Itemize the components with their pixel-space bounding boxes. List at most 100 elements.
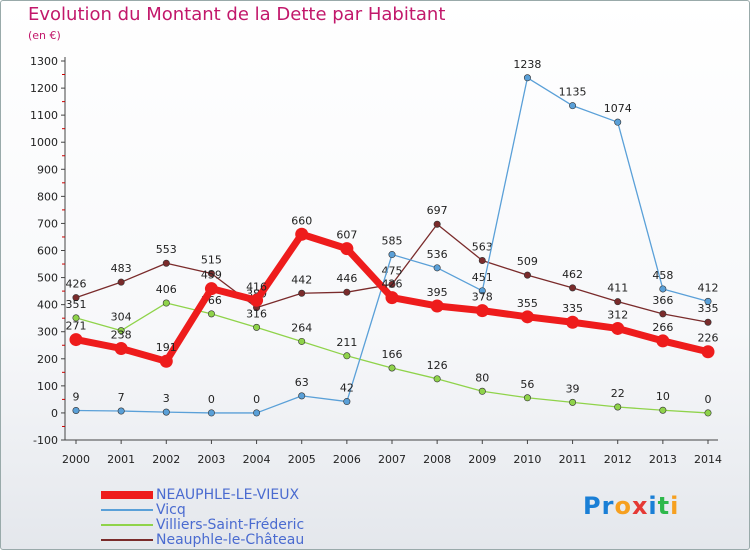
proxiti-logo: Proxiti [583,492,679,520]
data-point [162,299,170,307]
logo-letter: o [614,492,632,520]
data-label: 451 [472,271,493,284]
legend: NEAUPHLE-LE-VIEUX Vicq Villiers-Saint-Fréd… [101,486,305,548]
data-point [569,102,577,110]
y-tick-label: 100 [37,380,58,393]
data-label: 1074 [604,102,632,115]
data-label: 395 [427,286,448,299]
data-label: 475 [382,264,403,277]
data-label: 426 [66,278,87,291]
y-tick-label: 0 [51,407,58,420]
legend-item: Villiers-Saint-Fréderic [101,516,305,533]
data-point [385,291,399,305]
data-label: 63 [295,376,309,389]
data-point [569,284,577,292]
data-point [523,271,531,279]
data-label: 56 [520,378,534,391]
y-tick-label: 500 [37,272,58,285]
y-tick-label: 1000 [30,136,58,149]
data-label: 378 [472,291,493,304]
logo-letter: x [631,492,649,520]
legend-swatch [101,538,153,541]
data-label: 412 [698,281,719,294]
data-label: 426 [382,278,403,291]
data-label: 304 [111,311,132,324]
data-point [207,409,215,417]
data-point [72,294,80,302]
data-label: 462 [562,268,583,281]
data-point [114,341,128,355]
legend-label: Villiers-Saint-Fréderic [156,516,305,533]
data-point [614,298,622,306]
data-point [72,406,80,414]
legend-label: Neauphle-le-Château [156,531,305,548]
logo-letter: Pr [583,492,615,520]
data-label: 211 [336,336,357,349]
data-label: 366 [652,294,673,307]
legend-label: NEAUPHLE-LE-VIEUX [156,486,300,503]
legend-swatch [101,508,153,511]
chart-unit: (en €) [28,29,61,42]
data-label: 406 [156,283,177,296]
data-label: 442 [291,273,312,286]
data-point [298,289,306,297]
x-tick-label: 2008 [423,453,451,466]
data-point [433,220,441,228]
x-tick-label: 2012 [604,453,632,466]
data-label: 459 [201,269,222,282]
data-label: 166 [382,348,403,361]
data-point [704,318,712,326]
data-point [656,334,670,348]
data-label: 446 [336,272,357,285]
data-point [659,310,667,318]
data-point [701,345,715,359]
data-point [523,394,531,402]
x-tick-label: 2006 [333,453,361,466]
logo-letter: i [648,492,658,520]
data-label: 271 [66,320,87,333]
data-point [340,242,354,256]
y-tick-label: 600 [37,245,58,258]
data-label: 264 [291,321,312,334]
data-label: 697 [427,204,448,217]
x-tick-label: 2005 [288,453,316,466]
data-label: 0 [253,393,260,406]
data-point [343,352,351,360]
data-label: 7 [118,391,125,404]
data-label: 126 [427,359,448,372]
data-label: 266 [652,321,673,334]
data-point [704,409,712,417]
x-tick-label: 2007 [378,453,406,466]
x-tick-label: 2003 [197,453,225,466]
data-point [388,364,396,372]
data-label: 351 [66,298,87,311]
legend-swatch [101,490,153,499]
x-tick-label: 2014 [694,453,722,466]
data-label: 0 [705,393,712,406]
data-point [478,257,486,265]
data-point [388,280,396,288]
data-point [478,287,486,295]
data-point [295,227,309,241]
data-point [117,407,125,415]
data-label: 585 [382,235,403,248]
data-point [207,270,215,278]
data-point [523,74,531,82]
data-point [253,409,261,417]
data-point [162,408,170,416]
data-label: 536 [427,248,448,261]
data-label: 1135 [559,86,587,99]
data-label: 335 [698,302,719,315]
data-label: 80 [475,371,489,384]
legend-label: Vicq [156,501,186,518]
data-label: 191 [156,341,177,354]
data-point [250,293,264,307]
data-label: 22 [611,387,625,400]
data-point [117,327,125,335]
data-point [704,297,712,305]
data-point [204,282,218,296]
y-tick-label: 800 [37,190,58,203]
logo-letter: t [657,492,671,520]
